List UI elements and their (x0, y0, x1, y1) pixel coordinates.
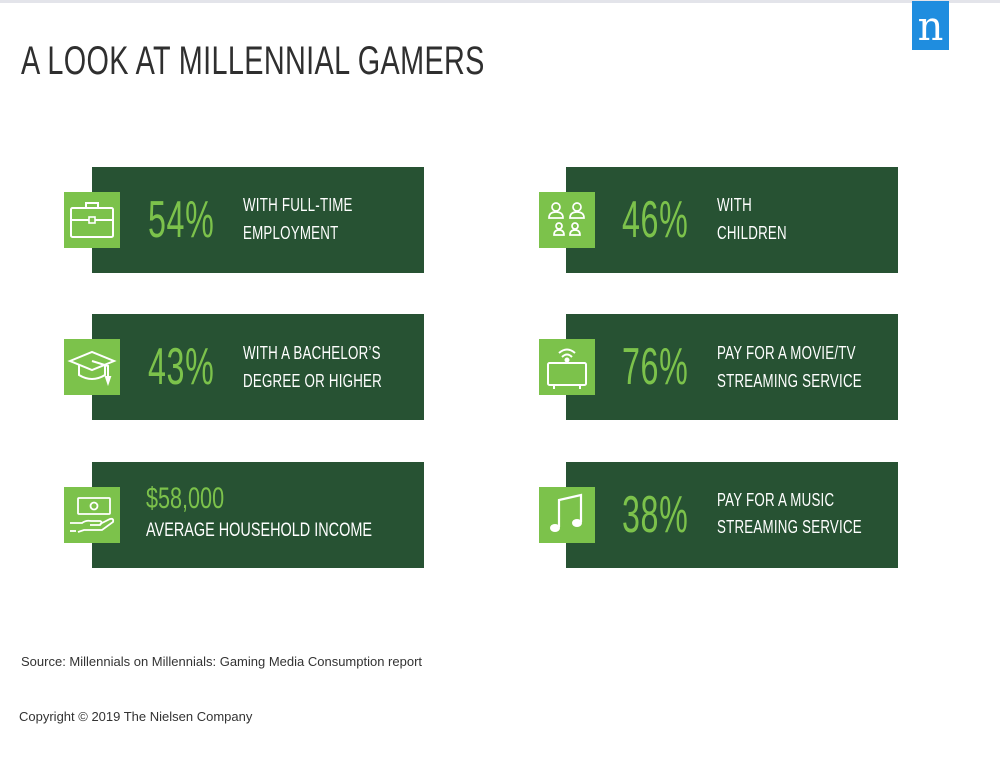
graduation-cap-icon (64, 339, 120, 395)
education-label-line2: DEGREE OR HIGHER (243, 371, 382, 391)
stat-card-education: 43% WITH A BACHELOR’S DEGREE OR HIGHER (92, 314, 424, 420)
money-hand-icon (64, 487, 120, 543)
page-title: A LOOK AT MILLENNIAL GAMERS (21, 39, 485, 83)
employment-label-line2: EMPLOYMENT (243, 223, 339, 243)
income-value: $58,000 (146, 482, 225, 515)
tv-streaming-icon (539, 339, 595, 395)
stat-card-music-streaming: 38% PAY FOR A MUSIC STREAMING SERVICE (566, 462, 898, 568)
briefcase-icon (64, 192, 120, 248)
children-label-line1: WITH (717, 195, 752, 215)
income-label: AVERAGE HOUSEHOLD INCOME (146, 520, 373, 541)
stat-card-video-streaming: 76% PAY FOR A MOVIE/TV STREAMING SERVICE (566, 314, 898, 420)
employment-percentage: 54% (148, 191, 215, 249)
nielsen-logo: n (912, 1, 949, 50)
stat-card-children: 46% WITH CHILDREN (566, 167, 898, 273)
children-percentage: 46% (622, 191, 689, 249)
stat-card-employment: 54% WITH FULL-TIME EMPLOYMENT (92, 167, 424, 273)
top-divider (0, 0, 1000, 3)
music-streaming-label-line1: PAY FOR A MUSIC (717, 490, 835, 510)
video-streaming-label-line2: STREAMING SERVICE (717, 371, 862, 391)
education-percentage: 43% (148, 338, 215, 396)
video-streaming-percentage: 76% (622, 338, 689, 396)
music-streaming-percentage: 38% (622, 486, 689, 544)
family-icon (539, 192, 595, 248)
source-note: Source: Millennials on Millennials: Gami… (21, 654, 423, 669)
children-label-line2: CHILDREN (717, 223, 787, 243)
music-note-icon (539, 487, 595, 543)
stat-card-income: $58,000 AVERAGE HOUSEHOLD INCOME (92, 462, 424, 568)
copyright-notice: Copyright © 2019 The Nielsen Company (19, 709, 253, 724)
employment-label-line1: WITH FULL-TIME (243, 195, 353, 215)
video-streaming-label-line1: PAY FOR A MOVIE/TV (717, 343, 856, 363)
music-streaming-label-line2: STREAMING SERVICE (717, 517, 862, 537)
education-label-line1: WITH A BACHELOR’S (243, 343, 381, 363)
